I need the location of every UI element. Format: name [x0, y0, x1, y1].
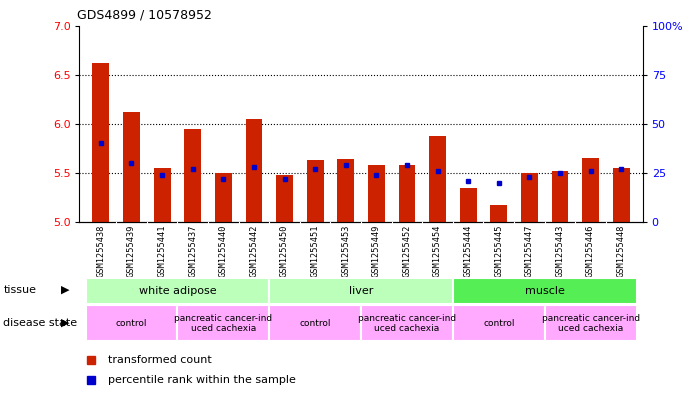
Bar — [361, 305, 453, 341]
Text: GSM1255441: GSM1255441 — [158, 225, 167, 277]
Text: white adipose: white adipose — [139, 286, 216, 296]
Text: GSM1255448: GSM1255448 — [616, 225, 626, 277]
Bar — [269, 277, 453, 304]
Text: GSM1255443: GSM1255443 — [556, 225, 565, 277]
Bar — [178, 305, 269, 341]
Text: pancreatic cancer-ind
uced cachexia: pancreatic cancer-ind uced cachexia — [358, 314, 456, 333]
Text: tissue: tissue — [3, 285, 37, 295]
Text: muscle: muscle — [524, 286, 565, 296]
Bar — [276, 175, 293, 222]
Text: control: control — [116, 319, 147, 328]
Bar — [521, 173, 538, 222]
Text: GSM1255444: GSM1255444 — [464, 225, 473, 277]
Text: liver: liver — [349, 286, 373, 296]
Text: GSM1255447: GSM1255447 — [525, 225, 534, 277]
Text: GSM1255450: GSM1255450 — [280, 225, 289, 277]
Bar — [337, 159, 354, 222]
Bar — [93, 63, 109, 222]
Text: ▶: ▶ — [61, 318, 69, 328]
Text: GSM1255454: GSM1255454 — [433, 225, 442, 277]
Text: pancreatic cancer-ind
uced cachexia: pancreatic cancer-ind uced cachexia — [542, 314, 640, 333]
Text: GSM1255446: GSM1255446 — [586, 225, 595, 277]
Text: GSM1255440: GSM1255440 — [219, 225, 228, 277]
Bar — [429, 136, 446, 222]
Bar — [86, 277, 269, 304]
Text: GSM1255437: GSM1255437 — [188, 225, 197, 277]
Text: control: control — [299, 319, 331, 328]
Text: percentile rank within the sample: percentile rank within the sample — [108, 375, 296, 385]
Text: GSM1255445: GSM1255445 — [494, 225, 503, 277]
Bar — [184, 129, 201, 222]
Bar — [269, 305, 361, 341]
Text: disease state: disease state — [3, 318, 77, 328]
Text: ▶: ▶ — [61, 285, 69, 295]
Text: GSM1255449: GSM1255449 — [372, 225, 381, 277]
Bar — [491, 205, 507, 222]
Text: GSM1255438: GSM1255438 — [96, 225, 106, 277]
Bar — [86, 305, 178, 341]
Bar — [399, 165, 415, 222]
Text: control: control — [483, 319, 515, 328]
Bar — [368, 165, 385, 222]
Bar — [545, 305, 636, 341]
Bar — [583, 158, 599, 222]
Text: GSM1255451: GSM1255451 — [311, 225, 320, 277]
Bar — [460, 188, 477, 222]
Bar — [123, 112, 140, 222]
Bar — [453, 305, 545, 341]
Text: transformed count: transformed count — [108, 355, 211, 365]
Text: GSM1255442: GSM1255442 — [249, 225, 258, 277]
Text: GDS4899 / 10578952: GDS4899 / 10578952 — [77, 9, 211, 22]
Bar — [613, 168, 630, 222]
Bar — [215, 173, 231, 222]
Text: GSM1255452: GSM1255452 — [402, 225, 411, 277]
Bar — [307, 160, 323, 222]
Bar — [551, 171, 569, 222]
Bar — [245, 119, 263, 222]
Bar — [153, 168, 171, 222]
Bar — [453, 277, 636, 304]
Text: GSM1255453: GSM1255453 — [341, 225, 350, 277]
Text: pancreatic cancer-ind
uced cachexia: pancreatic cancer-ind uced cachexia — [174, 314, 272, 333]
Text: GSM1255439: GSM1255439 — [127, 225, 136, 277]
